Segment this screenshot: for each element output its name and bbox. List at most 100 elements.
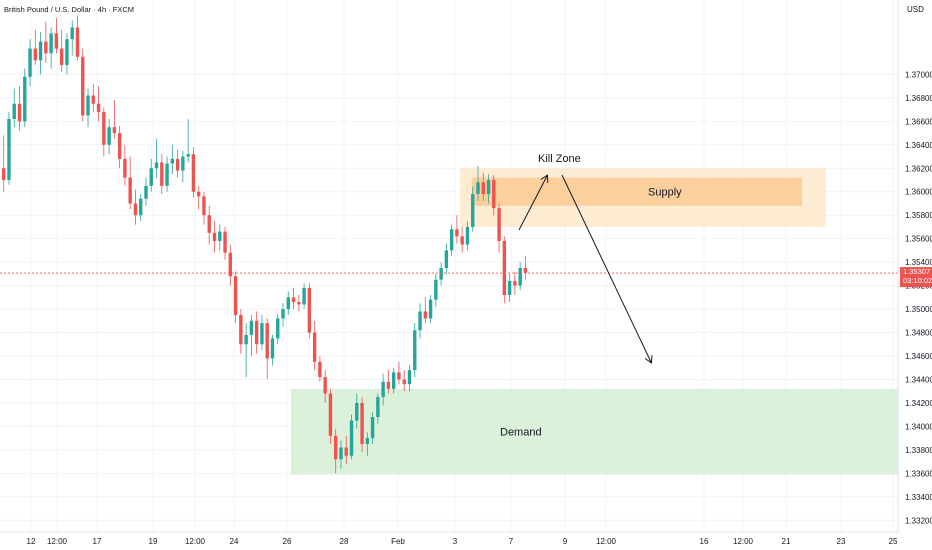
candle[interactable] xyxy=(112,100,117,139)
candle[interactable] xyxy=(291,287,296,310)
candle[interactable] xyxy=(223,226,227,260)
candle[interactable] xyxy=(307,283,312,339)
candle[interactable] xyxy=(312,320,317,371)
candle[interactable] xyxy=(228,244,233,286)
candle[interactable] xyxy=(2,135,6,192)
candle[interactable] xyxy=(323,370,327,403)
down-arrow[interactable] xyxy=(561,174,651,362)
candle[interactable] xyxy=(365,432,370,456)
zone-supply-inner[interactable] xyxy=(472,177,802,206)
candle[interactable] xyxy=(334,428,338,474)
candle[interactable] xyxy=(149,158,153,192)
candle[interactable] xyxy=(523,256,528,280)
candle[interactable] xyxy=(444,243,449,274)
candle[interactable] xyxy=(181,150,185,183)
candle[interactable] xyxy=(133,189,138,225)
candle[interactable] xyxy=(28,39,32,87)
candle[interactable] xyxy=(117,126,122,169)
candle[interactable] xyxy=(196,185,201,210)
candle[interactable] xyxy=(239,309,243,354)
candle[interactable] xyxy=(96,86,101,122)
candle[interactable] xyxy=(249,314,254,356)
candle[interactable] xyxy=(144,177,148,206)
candle[interactable] xyxy=(49,27,53,69)
candle[interactable] xyxy=(160,154,164,195)
candle[interactable] xyxy=(276,313,280,345)
candle[interactable] xyxy=(381,373,385,406)
candle[interactable] xyxy=(175,149,180,178)
candle[interactable] xyxy=(423,297,427,324)
candle[interactable] xyxy=(428,294,433,324)
candle[interactable] xyxy=(139,194,143,222)
candle[interactable] xyxy=(86,88,90,128)
candle[interactable] xyxy=(81,48,85,122)
candle[interactable] xyxy=(465,221,470,251)
candle[interactable] xyxy=(497,203,501,253)
candle[interactable] xyxy=(123,144,127,186)
candle[interactable] xyxy=(413,323,417,378)
candle[interactable] xyxy=(202,191,206,225)
candle[interactable] xyxy=(107,118,111,155)
candle[interactable] xyxy=(233,271,238,324)
candle[interactable] xyxy=(75,15,80,61)
candles[interactable] xyxy=(2,15,528,474)
candle[interactable] xyxy=(7,111,11,185)
candle[interactable] xyxy=(186,118,190,163)
candle[interactable] xyxy=(218,224,222,251)
candle[interactable] xyxy=(154,138,159,178)
candle[interactable] xyxy=(17,86,22,131)
candle[interactable] xyxy=(402,370,406,392)
candle[interactable] xyxy=(481,172,485,202)
candle[interactable] xyxy=(212,221,217,253)
candle[interactable] xyxy=(518,262,522,291)
candle[interactable] xyxy=(370,412,375,444)
candle[interactable] xyxy=(270,334,275,366)
candle[interactable] xyxy=(502,236,507,304)
candle[interactable] xyxy=(23,68,27,128)
candle[interactable] xyxy=(286,291,290,315)
candle[interactable] xyxy=(449,224,454,257)
candle[interactable] xyxy=(170,144,175,175)
candle[interactable] xyxy=(44,21,48,63)
candle[interactable] xyxy=(513,271,517,295)
candle[interactable] xyxy=(54,18,59,54)
candle[interactable] xyxy=(418,303,422,339)
candle[interactable] xyxy=(70,20,74,56)
candle[interactable] xyxy=(397,361,401,385)
candle[interactable] xyxy=(65,33,69,75)
candle[interactable] xyxy=(386,370,391,394)
candle[interactable] xyxy=(349,414,354,460)
zone-demand[interactable] xyxy=(291,388,898,475)
candle[interactable] xyxy=(344,435,348,464)
candle[interactable] xyxy=(455,215,459,244)
candle[interactable] xyxy=(12,88,16,128)
candle[interactable] xyxy=(507,273,512,303)
candle[interactable] xyxy=(434,273,438,307)
candle[interactable] xyxy=(91,83,95,112)
candle[interactable] xyxy=(102,107,106,157)
candle[interactable] xyxy=(339,440,343,469)
candle[interactable] xyxy=(355,393,359,429)
candle[interactable] xyxy=(439,262,443,286)
candle[interactable] xyxy=(376,393,380,425)
candle[interactable] xyxy=(492,175,496,216)
candle[interactable] xyxy=(59,29,64,73)
candle[interactable] xyxy=(328,388,333,444)
candle[interactable] xyxy=(165,156,169,192)
candle[interactable] xyxy=(128,156,132,210)
candle[interactable] xyxy=(244,323,248,378)
candle[interactable] xyxy=(302,283,306,310)
candle[interactable] xyxy=(265,318,269,380)
candle[interactable] xyxy=(471,187,475,232)
up-arrow[interactable] xyxy=(518,176,547,231)
candle[interactable] xyxy=(38,32,43,75)
candle[interactable] xyxy=(297,294,301,312)
candle[interactable] xyxy=(360,397,364,453)
candle[interactable] xyxy=(191,147,196,198)
candle[interactable] xyxy=(476,165,480,202)
candle[interactable] xyxy=(460,226,464,253)
candle[interactable] xyxy=(318,356,322,382)
candle[interactable] xyxy=(260,314,264,351)
candle[interactable] xyxy=(33,29,38,66)
